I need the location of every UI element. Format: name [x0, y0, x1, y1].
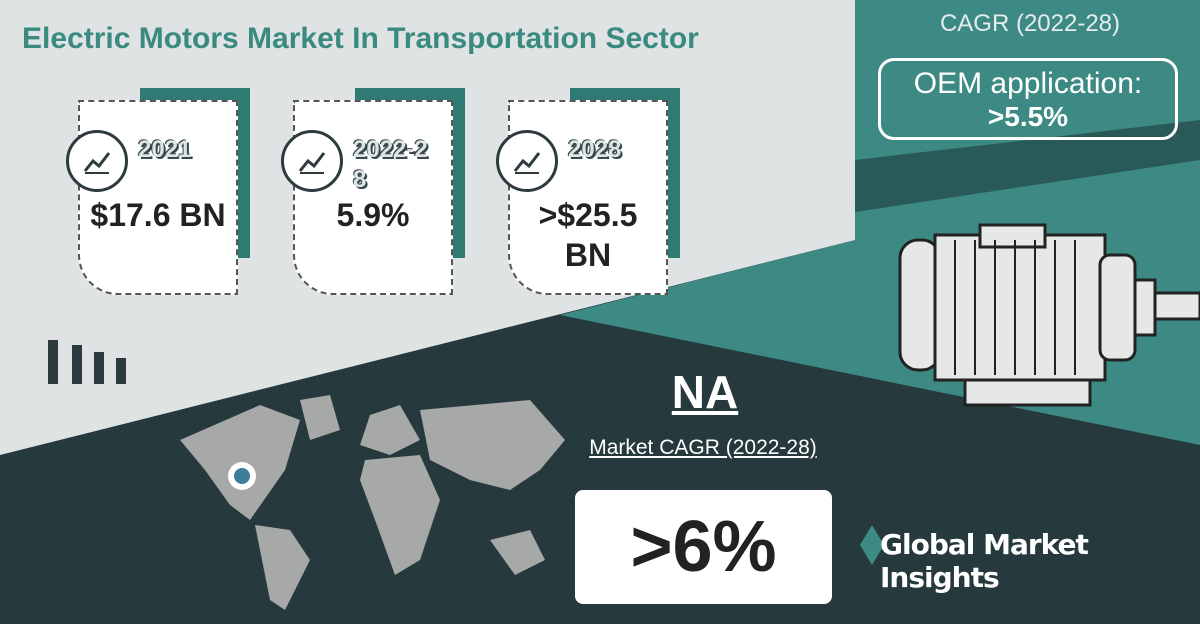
oem-value: >5.5% [987, 101, 1069, 132]
card-year: 2021 [138, 136, 192, 163]
oem-box: OEM application: >5.5% [878, 58, 1178, 140]
stat-card: 2021 $17.6 BN [66, 88, 250, 295]
stat-card: 2028 >$25.5 BN [496, 88, 680, 295]
trend-glyph [513, 152, 541, 174]
trend-icon [66, 130, 128, 192]
title: Electric Motors Market In Transportation… [22, 22, 699, 55]
region-caption: Market CAGR (2022-28) [589, 436, 817, 459]
brand: Global Market Insights [880, 528, 1089, 594]
region: NA [671, 366, 739, 418]
card-value: $17.6 BN [90, 197, 226, 233]
card-value: 5.9% [336, 197, 410, 233]
card-value: >$25.5 BN [538, 197, 638, 273]
oem-label: OEM application: [913, 67, 1143, 100]
trend-glyph [83, 152, 111, 174]
trend-glyph [298, 152, 326, 174]
card-year: 2022-28 [353, 136, 428, 193]
trend-icon [281, 130, 343, 192]
stat-card: 2022-28 5.9% [281, 88, 465, 295]
card-year: 2028 [568, 136, 622, 163]
cagr-heading: CAGR (2022-28) [939, 10, 1121, 37]
region-value: >6% [575, 490, 832, 604]
trend-icon [496, 130, 558, 192]
